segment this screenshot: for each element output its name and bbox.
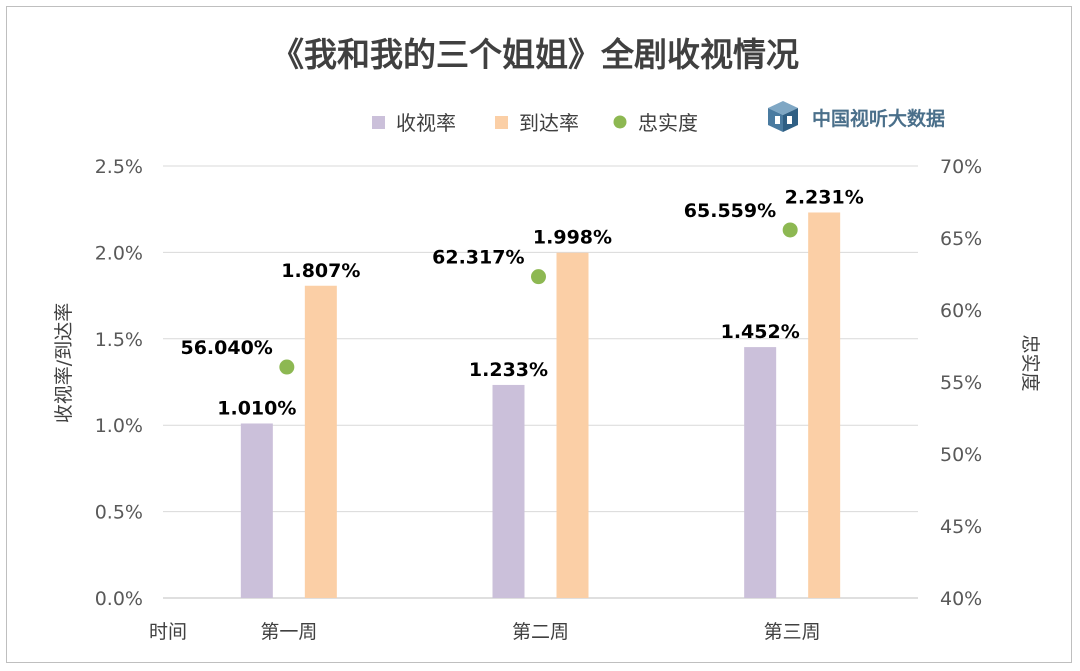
left-tick-label: 1.5% xyxy=(95,329,143,351)
brand-logo: 中国视听大数据 xyxy=(768,101,945,132)
brand-name: 中国视听大数据 xyxy=(812,107,945,130)
data-label-reach: 1.807% xyxy=(281,260,360,282)
data-label-reach: 1.998% xyxy=(533,227,612,249)
category-label: 第三周 xyxy=(764,621,821,643)
bar-reach xyxy=(556,252,589,598)
bar-rating xyxy=(240,423,273,598)
data-label-loyalty: 62.317% xyxy=(432,247,524,269)
data-label-loyalty: 56.040% xyxy=(180,337,272,359)
left-tick-label: 2.0% xyxy=(95,242,143,264)
legend: 收视率 到达率 忠实度 xyxy=(372,111,698,135)
x-axis-title: 时间 xyxy=(149,621,187,643)
legend-label: 到达率 xyxy=(519,111,579,135)
right-tick-label: 45% xyxy=(940,516,982,538)
bar-rating xyxy=(744,347,777,598)
right-tick-label: 65% xyxy=(940,228,982,250)
legend-marker-loyalty xyxy=(613,115,627,129)
bars xyxy=(240,212,841,598)
legend-label: 收视率 xyxy=(396,111,456,135)
loyalty-points xyxy=(279,222,798,375)
point-loyalty xyxy=(531,269,546,285)
legend-marker-reach xyxy=(495,116,508,129)
category-labels: 第一周 第二周 第三周 xyxy=(260,621,820,643)
bar-reach xyxy=(304,285,337,598)
right-axis-ticks: 40% 45% 50% 55% 60% 65% 70% xyxy=(940,156,982,610)
left-axis-title: 收视率/到达率 xyxy=(53,303,75,423)
legend-label: 忠实度 xyxy=(638,111,698,135)
right-tick-label: 50% xyxy=(940,444,982,466)
cube-logo-icon xyxy=(768,101,798,132)
point-loyalty xyxy=(279,359,295,375)
left-tick-label: 2.5% xyxy=(95,156,143,178)
chart-frame xyxy=(6,6,1072,663)
right-tick-label: 70% xyxy=(940,156,982,178)
data-label-rating: 1.233% xyxy=(469,359,548,381)
data-label-loyalty: 65.559% xyxy=(684,200,776,222)
left-tick-label: 0.0% xyxy=(95,588,143,610)
right-tick-label: 55% xyxy=(940,372,982,394)
data-label-reach: 2.231% xyxy=(785,186,864,208)
point-loyalty xyxy=(782,222,798,238)
chart-title: 《我和我的三个姐姐》全剧收视情况 xyxy=(271,35,799,74)
right-tick-label: 40% xyxy=(940,588,982,610)
left-tick-label: 1.0% xyxy=(95,415,143,437)
gridlines xyxy=(163,165,918,599)
data-label-rating: 1.010% xyxy=(217,397,296,419)
data-label-rating: 1.452% xyxy=(721,321,800,343)
left-axis-ticks: 0.0% 0.5% 1.0% 1.5% 2.0% 2.5% xyxy=(95,156,143,610)
right-tick-label: 60% xyxy=(940,300,982,322)
data-labels: 1.010% 1.807% 56.040% 1.233% 1.998% 62.317% 1.… xyxy=(180,186,863,419)
bar-rating xyxy=(492,384,525,598)
legend-marker-rating xyxy=(372,116,385,129)
category-label: 第二周 xyxy=(512,621,569,643)
left-tick-label: 0.5% xyxy=(95,502,143,524)
right-axis-title: 忠实度 xyxy=(1019,334,1041,391)
bar-reach xyxy=(808,212,841,598)
category-label: 第一周 xyxy=(260,621,317,643)
